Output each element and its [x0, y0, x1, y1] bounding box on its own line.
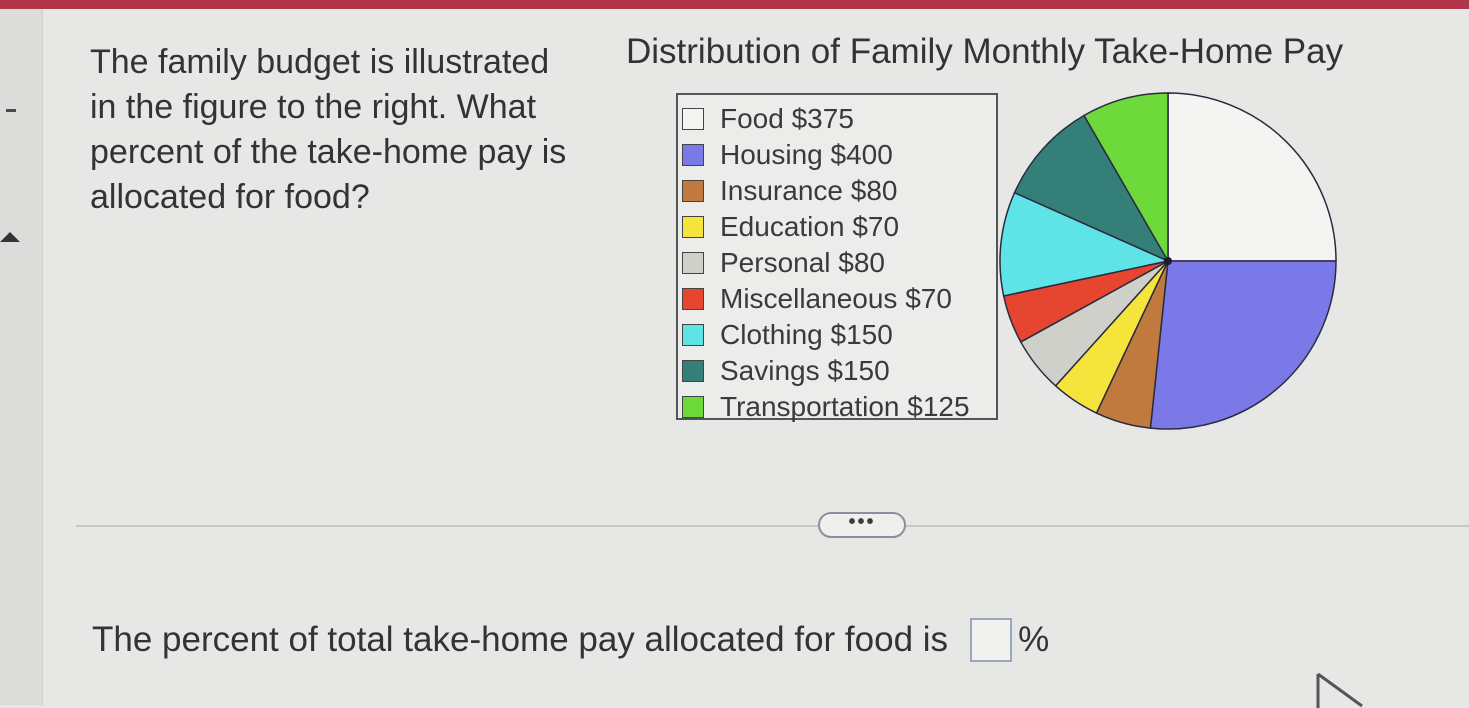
pie-chart	[999, 92, 1337, 430]
legend-swatch	[682, 108, 704, 130]
legend-label: Education $70	[720, 211, 900, 242]
left-sidebar	[0, 9, 43, 705]
triangle-up-icon[interactable]	[0, 232, 20, 242]
legend-item: Clothing $150	[678, 317, 996, 353]
legend-swatch	[682, 180, 704, 202]
legend-label: Savings $150	[720, 355, 890, 386]
legend-label: Personal $80	[720, 247, 886, 278]
question-line: in the figure to the right. What	[90, 88, 537, 126]
question-line: allocated for food?	[90, 178, 370, 216]
pie-slice-savings	[1013, 114, 1170, 263]
legend-label: Housing $400	[720, 139, 893, 170]
legend-item: Education $70	[678, 209, 996, 245]
legend-swatch	[682, 360, 704, 382]
legend-swatch	[682, 144, 704, 166]
legend-item: Housing $400	[678, 137, 996, 173]
percent-answer-input[interactable]	[970, 618, 1013, 662]
legend-item: Miscellaneous $70	[678, 281, 996, 317]
legend-item: Transportation $125	[678, 389, 996, 425]
legend-swatch	[682, 252, 704, 274]
legend-label: Insurance $80	[720, 175, 898, 206]
legend-item: Personal $80	[678, 245, 996, 281]
percent-unit: %	[1018, 620, 1050, 659]
legend-swatch	[682, 216, 704, 238]
mouse-pointer-icon	[1316, 672, 1363, 708]
chart-title: Distribution of Family Monthly Take-Home…	[626, 32, 1344, 71]
section-divider	[76, 525, 1469, 527]
legend-item: Food $375	[678, 101, 996, 137]
top-accent-bar	[0, 0, 1469, 9]
question-line: percent of the take-home pay is	[90, 133, 567, 171]
pie-center-dot	[1164, 257, 1172, 265]
legend-label: Transportation $125	[720, 391, 970, 422]
legend-label: Clothing $150	[720, 319, 893, 350]
show-more-button[interactable]: •••	[818, 512, 906, 538]
legend-swatch	[682, 396, 704, 418]
legend-label: Miscellaneous $70	[720, 283, 952, 314]
legend-item: Insurance $80	[678, 173, 996, 209]
chart-legend: Food $375 Housing $400 Insurance $80 Educat…	[676, 93, 998, 422]
collapse-dash-icon[interactable]	[6, 109, 16, 112]
pie-slice-food	[1167, 92, 1337, 262]
pie-slice-clothing	[999, 191, 1171, 297]
legend-swatch	[682, 288, 704, 310]
question-text: The family budget is illustrated in the …	[90, 40, 620, 220]
answer-row: The percent of total take-home pay alloc…	[92, 618, 1049, 662]
pie-slice-transportation	[1082, 92, 1169, 264]
pie-slice-housing	[1149, 260, 1337, 430]
legend-swatch	[682, 324, 704, 346]
question-line: The family budget is illustrated	[90, 43, 550, 81]
answer-prompt: The percent of total take-home pay alloc…	[92, 620, 949, 659]
legend-label: Food $375	[720, 103, 854, 134]
legend-item: Savings $150	[678, 353, 996, 389]
